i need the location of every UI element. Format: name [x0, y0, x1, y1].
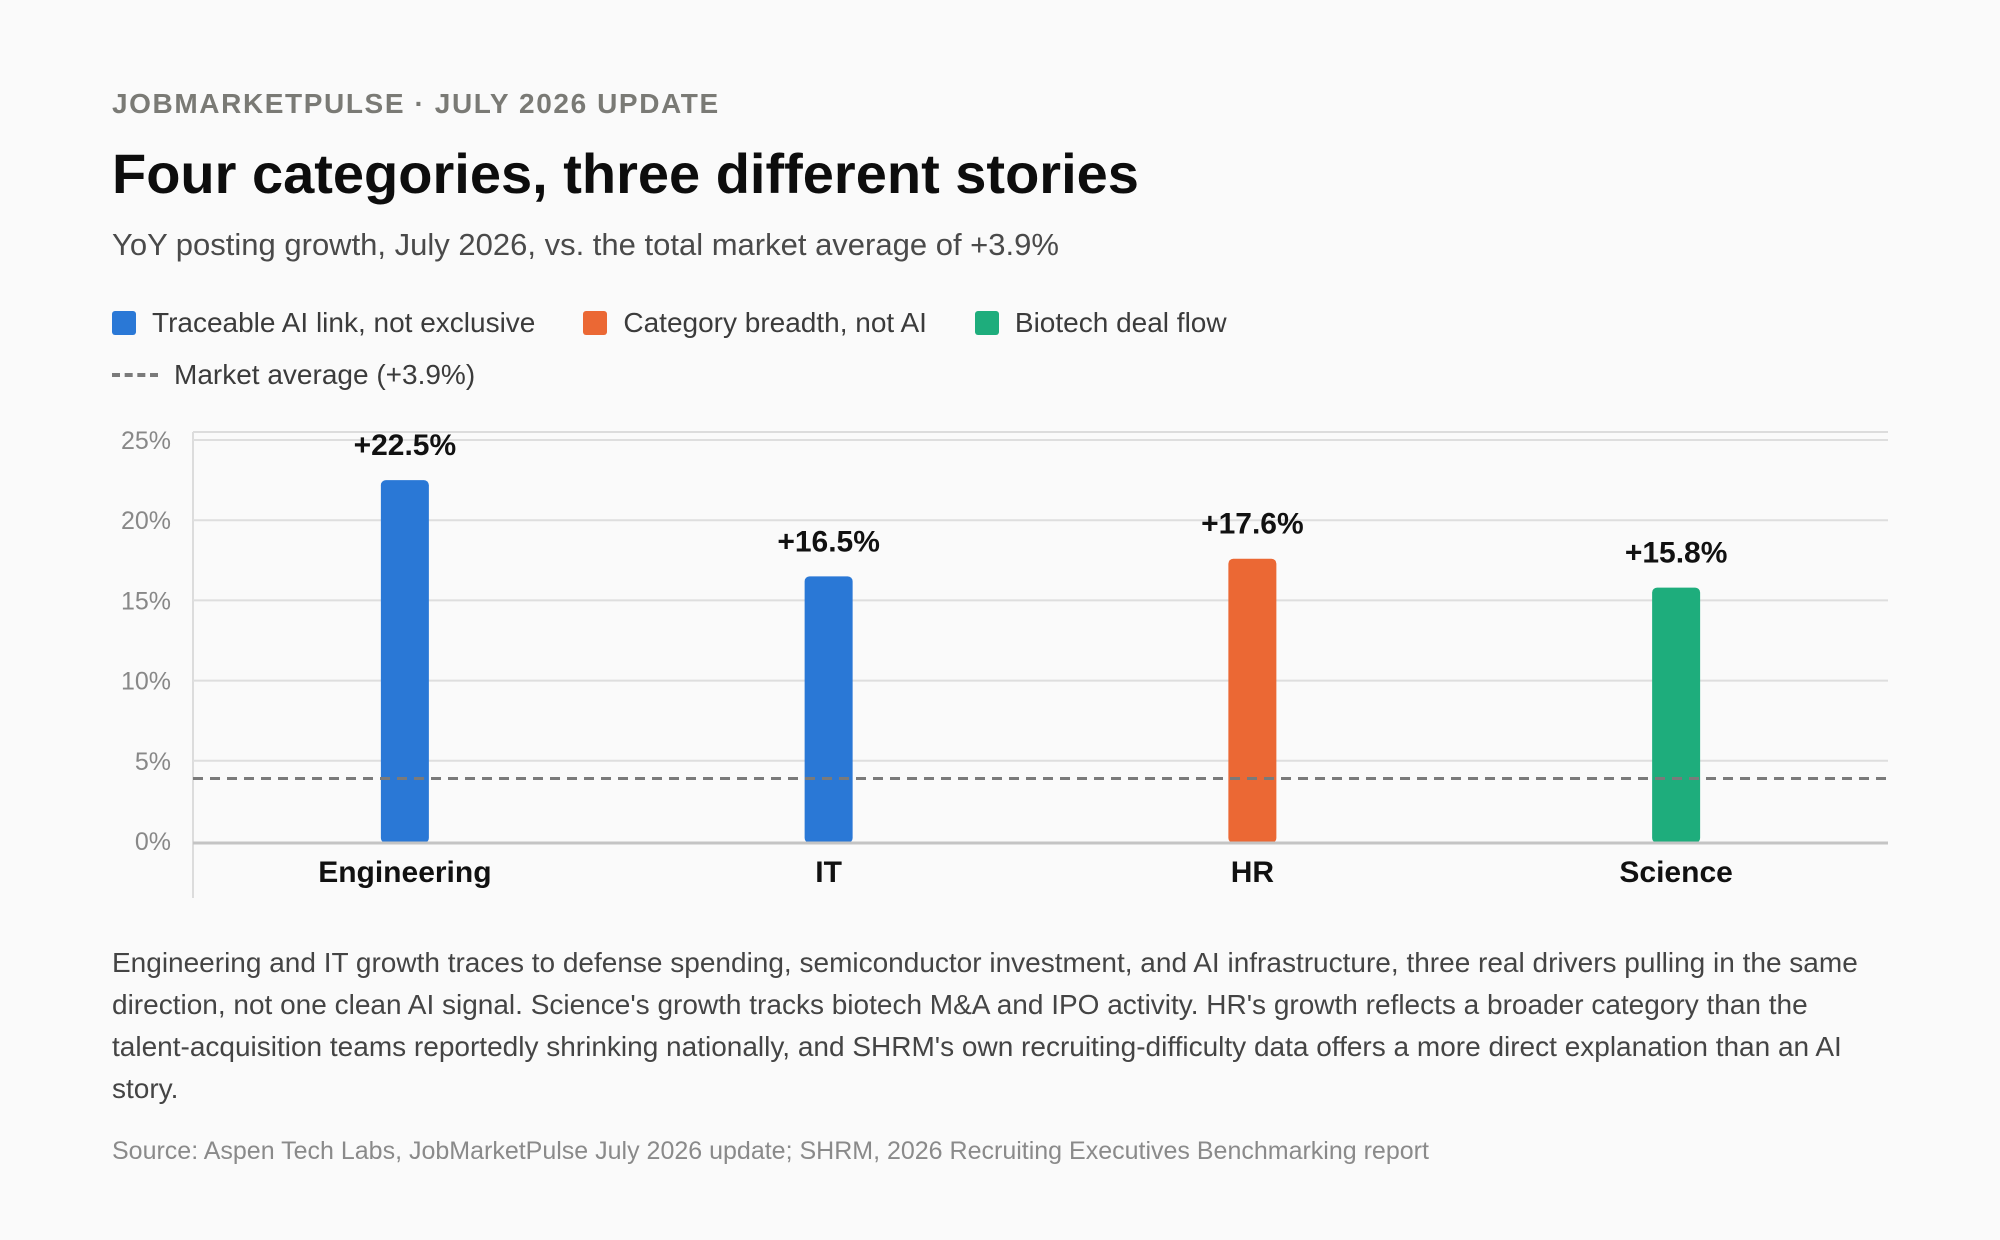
legend-row-categories: Traceable AI link, not exclusive Categor…	[112, 305, 1612, 341]
legend-item-category-breadth: Category breadth, not AI	[583, 307, 927, 339]
bar-it	[804, 576, 853, 843]
x-category-label: Science	[1619, 856, 1732, 889]
legend-item-biotech: Biotech deal flow	[974, 307, 1227, 339]
legend-item-market-average: Market average (+3.9%)	[112, 359, 475, 391]
legend-swatch-category-breadth	[583, 311, 608, 335]
legend-swatch-ai-link	[112, 311, 136, 335]
y-tick-label: 0%	[135, 828, 171, 856]
bar-hr	[1228, 558, 1277, 843]
legend-label-market-average: Market average (+3.9%)	[174, 359, 476, 390]
x-category-label: IT	[815, 856, 842, 889]
y-tick-label: 25%	[121, 427, 171, 455]
legend-label-biotech: Biotech deal flow	[1014, 307, 1227, 338]
kicker: JOBMARKETPULSE · JULY 2026 UPDATE	[112, 88, 720, 119]
bar-value-label: +17.6%	[1201, 508, 1304, 541]
bar-value-label: +15.8%	[1625, 537, 1728, 570]
legend-dash-market-average	[112, 373, 158, 377]
legend-row-average: Market average (+3.9%)	[112, 357, 1612, 393]
legend: Traceable AI link, not exclusive Categor…	[112, 305, 1612, 409]
bar-engineering	[380, 480, 429, 843]
y-tick-label: 20%	[121, 507, 171, 535]
y-tick-label: 5%	[135, 748, 171, 776]
bar-chart: 0% 5% 10% 15% 20% 25% +22.5% Engineering +16.5% I…	[121, 427, 1888, 898]
bar-value-label: +22.5%	[354, 429, 457, 462]
bar-value-label: +16.5%	[777, 525, 880, 558]
legend-label-ai-link: Traceable AI link, not exclusive	[152, 307, 536, 338]
bar-science	[1652, 587, 1701, 843]
legend-item-ai-link: Traceable AI link, not exclusive	[112, 307, 535, 339]
source-note: Source: Aspen Tech Labs, JobMarketPulse …	[112, 1137, 1429, 1165]
y-tick-label: 10%	[121, 668, 171, 696]
x-category-label: Engineering	[318, 856, 491, 889]
chart-title: Four categories, three different stories	[112, 142, 1139, 205]
legend-label-category-breadth: Category breadth, not AI	[623, 307, 927, 338]
chart-subtitle: YoY posting growth, July 2026, vs. the t…	[112, 227, 1059, 262]
chart-description: Engineering and IT growth traces to defe…	[112, 947, 1858, 1104]
x-category-label: HR	[1231, 856, 1275, 889]
y-tick-label: 15%	[121, 587, 171, 615]
legend-swatch-biotech	[974, 311, 999, 335]
